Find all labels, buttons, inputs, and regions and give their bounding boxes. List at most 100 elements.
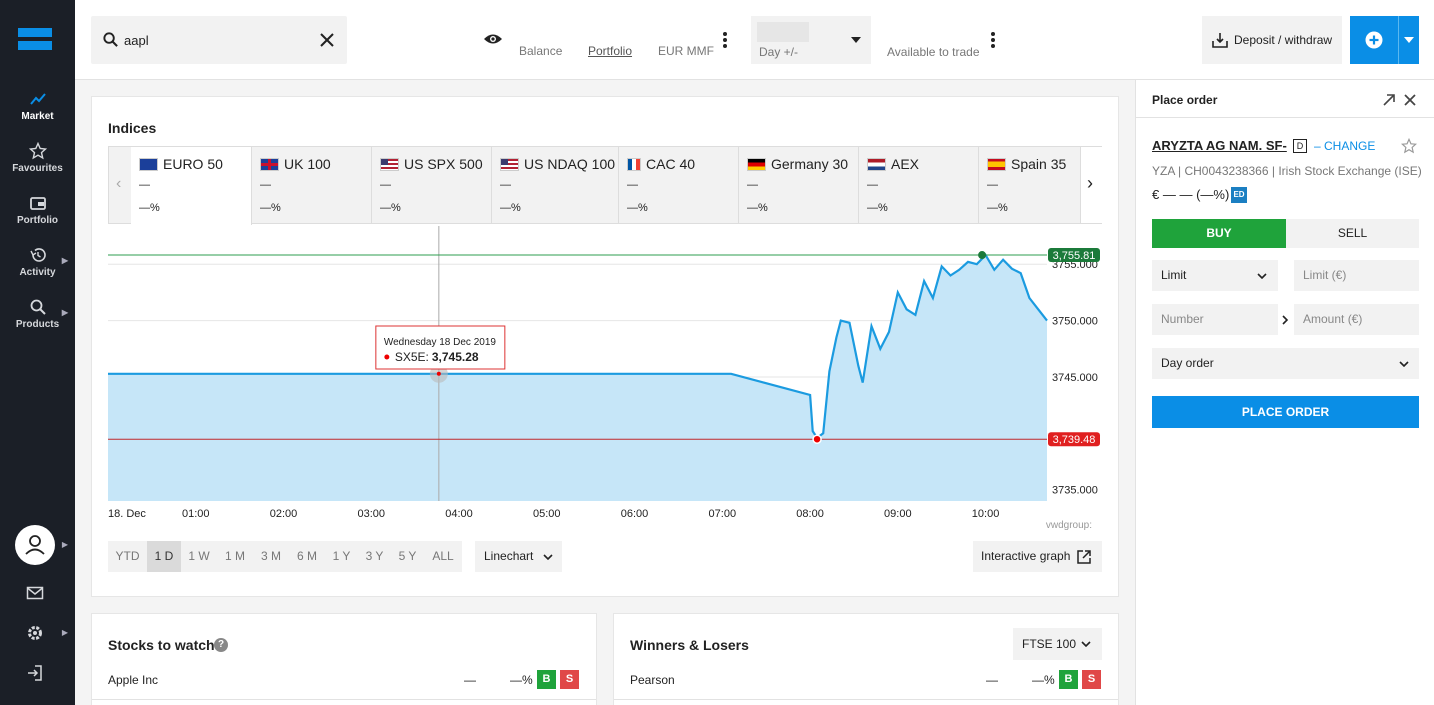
nav-market[interactable]: Market: [0, 90, 75, 122]
sell-tab[interactable]: SELL: [1286, 219, 1419, 248]
range-1d[interactable]: 1 D: [147, 541, 181, 572]
index-name: Spain 35: [1011, 156, 1067, 172]
index-pct: —%: [987, 202, 1008, 214]
tooltip-series: SX5E:: [395, 350, 429, 364]
app-logo[interactable]: [18, 28, 52, 52]
index-pct: —%: [747, 202, 768, 214]
gear-icon[interactable]: [26, 624, 44, 642]
tab-cac-40[interactable]: CAC 40 — —%: [619, 147, 739, 224]
tab-aex[interactable]: AEX — —%: [859, 147, 979, 224]
help-icon[interactable]: ?: [214, 638, 228, 652]
stock-pct: —%: [510, 673, 533, 687]
order-type-select[interactable]: Limit: [1152, 260, 1278, 291]
buy-tab[interactable]: BUY: [1152, 219, 1286, 248]
index-name: UK 100: [284, 156, 331, 172]
range-ytd[interactable]: YTD: [108, 541, 147, 572]
nav-portfolio[interactable]: Portfolio: [0, 194, 75, 226]
change-instrument-link[interactable]: – CHANGE: [1314, 139, 1376, 153]
stocks-to-watch-panel: Stocks to watch ? Apple Inc — —% B S: [91, 613, 597, 705]
avatar[interactable]: [15, 525, 55, 565]
eye-icon[interactable]: [483, 31, 503, 47]
table-row[interactable]: Apple Inc — —% B S: [92, 670, 596, 700]
close-icon[interactable]: [1404, 94, 1416, 106]
x-tick-label: 18. Dec: [108, 508, 146, 520]
instrument-name[interactable]: ARYZTA AG NAM. SF-: [1152, 138, 1287, 153]
tab-us-ndaq-100[interactable]: US NDAQ 100 — —%: [492, 147, 619, 224]
balance-label: Balance: [519, 44, 563, 58]
indices-title: Indices: [108, 120, 157, 136]
order-type-value: Limit: [1161, 268, 1187, 282]
number-input[interactable]: Number: [1152, 304, 1278, 335]
close-icon[interactable]: [320, 33, 334, 47]
range-3y[interactable]: 3 Y: [358, 541, 391, 572]
day-change-selector[interactable]: Day +/-: [751, 16, 871, 64]
indices-panel: Indices ‹ EURO 50 — —% UK 100 — —% US SP…: [91, 96, 1119, 597]
nav-market-label: Market: [21, 111, 54, 122]
sell-button[interactable]: S: [560, 670, 579, 689]
more-vert-icon[interactable]: [990, 32, 996, 48]
tab-spain-35[interactable]: Spain 35 — —%: [979, 147, 1081, 224]
external-link-icon: [1077, 550, 1091, 564]
nav-favourites-label: Favourites: [12, 163, 63, 174]
index-pct: —%: [867, 202, 888, 214]
star-icon[interactable]: [1401, 138, 1417, 154]
nav-activity[interactable]: Activity ▶: [0, 246, 75, 278]
exchange-badge: ED: [1231, 187, 1247, 203]
range-all[interactable]: ALL: [424, 541, 462, 572]
buy-button[interactable]: B: [1059, 670, 1078, 689]
chevron-right-icon[interactable]: [1282, 315, 1289, 325]
validity-select[interactable]: Day order: [1152, 348, 1419, 379]
more-vert-icon[interactable]: [722, 32, 728, 48]
index-select-value: FTSE 100: [1022, 637, 1077, 651]
search-input[interactable]: aapl: [124, 33, 149, 48]
chevron-left-icon[interactable]: ‹: [116, 175, 122, 192]
tab-us-spx-500[interactable]: US SPX 500 — —%: [372, 147, 492, 224]
table-row[interactable]: Pearson — —% B S: [614, 670, 1118, 700]
chevron-right-icon[interactable]: ›: [1087, 173, 1093, 193]
popout-icon[interactable]: [1383, 94, 1395, 106]
x-tick-label: 10:00: [972, 508, 1000, 520]
tab-uk-100[interactable]: UK 100 — —%: [252, 147, 372, 224]
index-pct: —%: [139, 202, 160, 214]
mail-icon[interactable]: [26, 584, 44, 602]
tab-euro-50[interactable]: EURO 50 — —%: [131, 147, 252, 225]
range-1w[interactable]: 1 W: [181, 541, 217, 572]
high-value-label: 3,755.81: [1053, 250, 1096, 262]
left-navigation: Market Favourites Portfolio Activity ▶ P…: [0, 0, 75, 705]
search-box[interactable]: aapl: [91, 16, 347, 64]
interactive-graph-button[interactable]: Interactive graph: [973, 541, 1102, 572]
amount-input[interactable]: Amount (€): [1294, 304, 1419, 335]
logout-icon[interactable]: [26, 664, 44, 682]
deposit-withdraw-button[interactable]: Deposit / withdraw: [1202, 16, 1342, 64]
high-value-tag: [1048, 248, 1100, 263]
divider: [614, 699, 1118, 700]
sell-button[interactable]: S: [1082, 670, 1101, 689]
search-icon: [103, 32, 118, 47]
range-1m[interactable]: 1 M: [217, 541, 253, 572]
range-5y[interactable]: 5 Y: [391, 541, 424, 572]
caret-down-icon[interactable]: [1404, 37, 1414, 43]
index-select[interactable]: FTSE 100: [1013, 628, 1102, 660]
limit-input[interactable]: Limit (€): [1294, 260, 1419, 291]
chart-type-select[interactable]: Linechart: [475, 541, 562, 572]
range-3m[interactable]: 3 M: [253, 541, 289, 572]
x-tick-label: 03:00: [358, 508, 386, 520]
series-line: [108, 253, 1048, 440]
buy-button[interactable]: B: [537, 670, 556, 689]
star-icon: [28, 142, 47, 160]
index-chart[interactable]: 3735.000 3745.000 3750.000 3755.0003,755.81…: [92, 226, 1118, 531]
range-6m[interactable]: 6 M: [289, 541, 325, 572]
nav-products[interactable]: Products ▶: [0, 298, 75, 330]
place-order-button[interactable]: PLACE ORDER: [1152, 396, 1419, 428]
tab-germany-30[interactable]: Germany 30 — —%: [739, 147, 859, 224]
range-1y[interactable]: 1 Y: [325, 541, 358, 572]
day-change-label: Day +/-: [759, 45, 799, 59]
caret-right-icon: ▶: [61, 308, 68, 317]
stocks-title: Stocks to watch: [108, 637, 215, 653]
portfolio-link[interactable]: Portfolio: [588, 44, 633, 58]
y-tick-label: 3750.000: [1052, 316, 1098, 328]
available-to-trade-label: Available to trade: [887, 45, 980, 59]
stock-value: —: [986, 673, 998, 687]
nav-favourites[interactable]: Favourites: [0, 142, 75, 174]
add-button[interactable]: [1350, 16, 1419, 64]
